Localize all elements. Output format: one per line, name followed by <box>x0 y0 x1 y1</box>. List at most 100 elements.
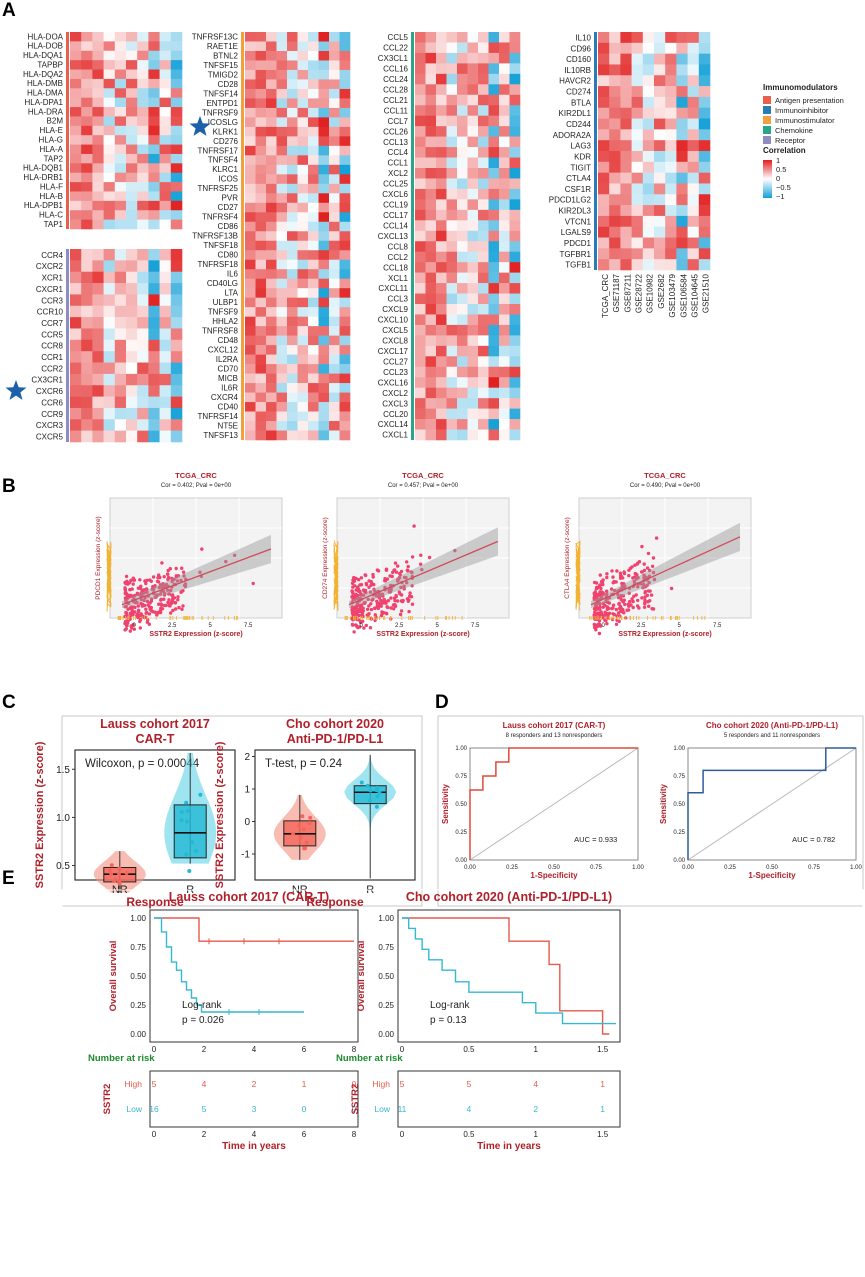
heatmap-cell <box>103 260 116 272</box>
heatmap-cell <box>148 78 160 89</box>
heatmap-cell <box>665 226 677 238</box>
gene-label: LTA <box>225 289 239 298</box>
heatmap-cell <box>308 269 319 279</box>
heatmap-cell <box>70 385 82 397</box>
heatmap-cell <box>339 136 351 147</box>
heatmap-cell <box>467 199 479 211</box>
heatmap-cell <box>509 304 521 315</box>
heatmap-cell <box>665 64 677 76</box>
scatter-point <box>361 593 366 597</box>
scatter-point <box>138 619 142 624</box>
axis-label: Response <box>306 895 364 909</box>
roc-title: Lauss cohort 2017 (CAR-T) <box>503 721 606 730</box>
heatmap-cell <box>114 69 127 80</box>
heatmap-cell <box>654 129 666 141</box>
heatmap-cell <box>245 297 256 308</box>
tick-label: 0.00 <box>682 865 694 871</box>
heatmap-cell <box>308 126 319 137</box>
panel-label-a: A <box>2 0 16 21</box>
gene-label: CCL28 <box>383 85 408 94</box>
heatmap-cell <box>255 411 267 422</box>
heatmap-cell <box>609 118 621 130</box>
scatter-point <box>410 584 414 588</box>
heatmap-cell <box>446 32 458 43</box>
data-point <box>185 809 190 814</box>
heatmap-cell <box>436 335 447 347</box>
heatmap-cell <box>339 88 351 99</box>
scatter-point <box>605 614 609 618</box>
heatmap-cell <box>467 345 479 357</box>
heatmap-cell <box>687 129 700 141</box>
gene-label: TNFRSF9 <box>202 108 239 117</box>
heatmap-cell <box>92 317 104 329</box>
heatmap-cell <box>81 163 93 174</box>
heatmap-cell <box>329 278 340 289</box>
heatmap-cell <box>665 75 677 87</box>
heatmap-cell <box>415 398 426 409</box>
heatmap-cell <box>339 212 351 223</box>
heatmap-cell <box>329 373 340 384</box>
heatmap-cell <box>478 220 489 232</box>
heatmap-cell <box>654 96 666 109</box>
heatmap-cell <box>329 88 340 99</box>
heatmap-cell <box>70 116 82 127</box>
heatmap-cell <box>318 392 330 403</box>
scatter-point <box>645 566 650 570</box>
scatter-point <box>605 600 610 604</box>
heatmap-cell <box>425 366 437 378</box>
heatmap-cell <box>415 73 426 85</box>
scatter-point <box>594 613 598 617</box>
heatmap-cell <box>488 105 500 116</box>
heatmap-cell <box>297 269 309 279</box>
heatmap-cell <box>245 145 256 156</box>
heatmap-cell <box>631 183 644 195</box>
heatmap-cell <box>159 305 172 318</box>
heatmap-cell <box>245 354 256 365</box>
heatmap-cell <box>137 116 149 127</box>
heatmap-cell <box>148 50 160 61</box>
heatmap-cell <box>467 241 479 252</box>
scatter-point <box>646 600 650 604</box>
scatter-point <box>647 568 652 573</box>
heatmap-cell <box>170 32 183 42</box>
heatmap-cell <box>148 419 160 431</box>
heatmap-cell <box>620 107 632 119</box>
heatmap-cell <box>287 155 298 166</box>
heatmap-cell <box>126 116 138 127</box>
heatmap-cell <box>70 373 82 386</box>
heatmap-cell <box>415 178 426 190</box>
tick-label: 0.25 <box>130 1001 146 1010</box>
heatmap-cell <box>126 125 138 136</box>
heatmap-cell <box>126 396 138 409</box>
heatmap-cell <box>148 271 160 284</box>
gene-label: CCR10 <box>37 308 64 317</box>
heatmap-cell <box>297 88 309 99</box>
column-label: GSE2682 <box>657 273 666 308</box>
heatmap-cell <box>318 421 330 431</box>
heatmap-cell <box>478 314 489 326</box>
heatmap-cell <box>609 64 621 76</box>
heatmap-cell <box>103 135 116 145</box>
heatmap-cell <box>318 136 330 147</box>
scatter-point <box>124 581 128 586</box>
heatmap-cell <box>114 78 127 89</box>
gene-label: CCL5 <box>388 33 409 42</box>
heatmap-cell <box>620 64 632 76</box>
heatmap-cell <box>297 164 309 175</box>
heatmap-cell <box>81 396 93 409</box>
heatmap-cell <box>457 230 468 242</box>
heatmap-cell <box>425 345 437 357</box>
heatmap-cell <box>245 193 256 204</box>
scatter-point <box>377 595 381 599</box>
heatmap-cell <box>137 163 149 174</box>
heatmap-cell <box>148 125 160 136</box>
heatmap-cell <box>308 250 319 261</box>
heatmap-cell <box>509 188 521 200</box>
gene-label: TNFRSF4 <box>202 213 239 222</box>
heatmap-cell <box>126 271 138 284</box>
heatmap-cell <box>446 84 458 96</box>
heatmap-cell <box>255 250 267 261</box>
heatmap-cell <box>126 153 138 164</box>
heatmap-cell <box>287 231 298 242</box>
heatmap-cell <box>287 421 298 431</box>
